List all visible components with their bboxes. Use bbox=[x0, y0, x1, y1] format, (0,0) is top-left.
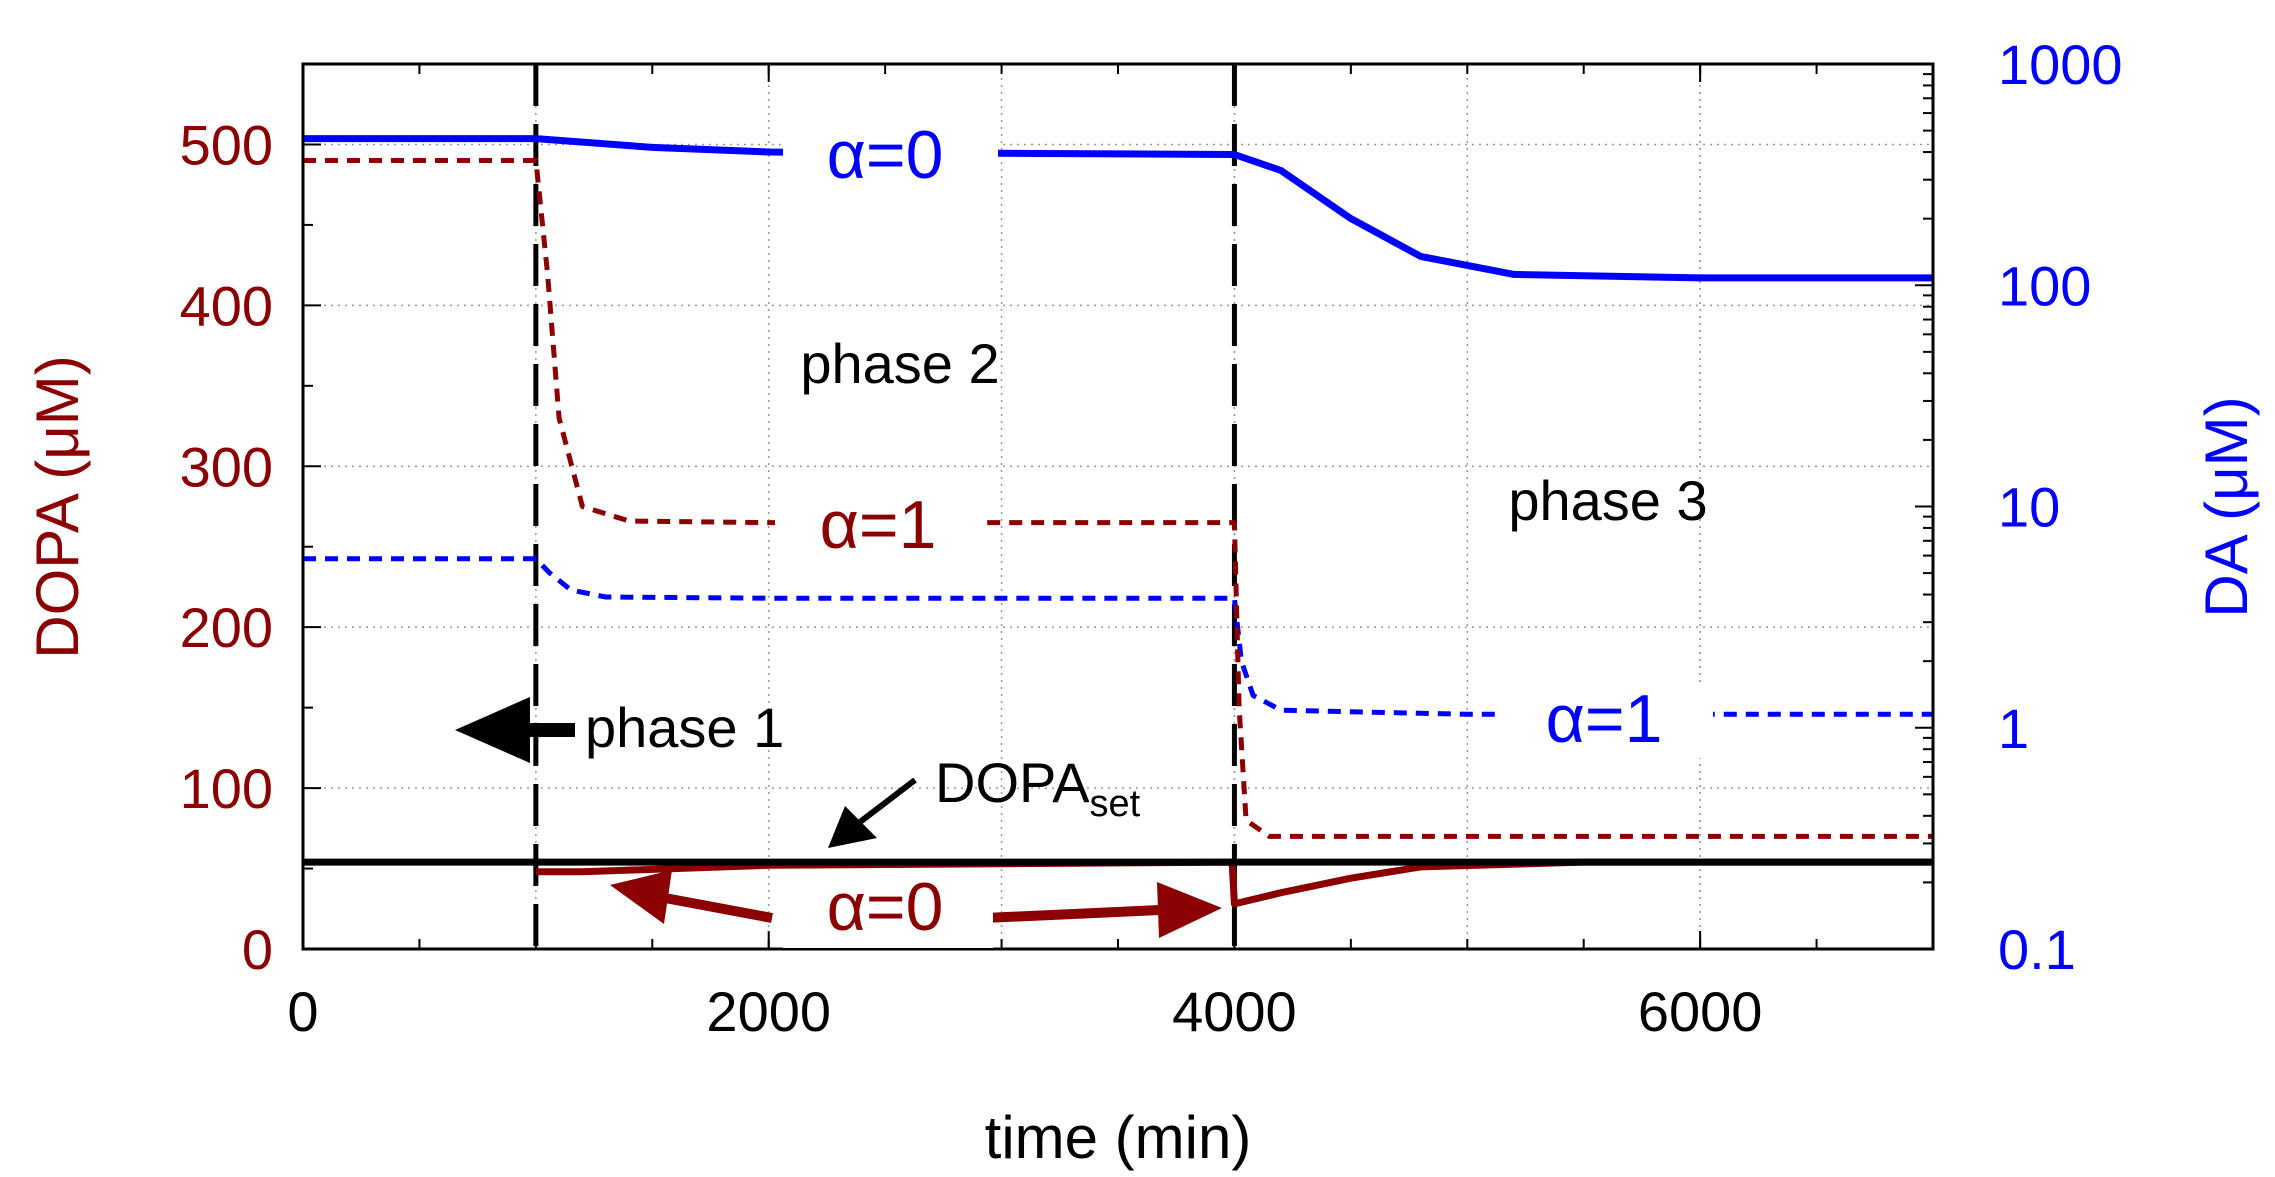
phase3-label: phase 3 bbox=[1508, 469, 1707, 532]
dopaset-label-subscript: set bbox=[1090, 783, 1141, 825]
y-right-tick-label: 0.1 bbox=[1998, 918, 2076, 981]
alpha1-red-label-bg bbox=[775, 490, 985, 565]
alpha0-right-arrow-head bbox=[1157, 882, 1222, 938]
y-left-tick-label: 200 bbox=[180, 596, 273, 659]
plot-frame bbox=[301, 62, 1935, 951]
y-right-tick-label: 1 bbox=[1998, 697, 2029, 760]
alpha0-blue-label-bg bbox=[783, 120, 998, 195]
da-alpha1-line bbox=[303, 556, 1933, 717]
da-alpha0-line bbox=[303, 135, 1933, 282]
alpha0-red-label: α=0 bbox=[827, 869, 944, 945]
phase1-arrow-head bbox=[455, 697, 530, 763]
y-left-tick-label: 500 bbox=[180, 113, 273, 176]
alpha0-left-arrow-shaft bbox=[664, 893, 773, 923]
dopaset-arrow-shaft bbox=[858, 777, 917, 825]
series-layer bbox=[303, 135, 1933, 908]
plot-background bbox=[303, 64, 1933, 949]
alpha0-red-label-bg bbox=[783, 873, 993, 948]
x-tick-label: 0 bbox=[287, 980, 318, 1043]
x-tick-label: 2000 bbox=[706, 980, 831, 1043]
alpha1-blue-label-bg bbox=[1498, 683, 1713, 758]
phase1-label: phase 1 bbox=[585, 696, 784, 759]
annotation-arrows bbox=[455, 697, 1222, 938]
y-axis-right-label: DA (μM) bbox=[2193, 396, 2260, 617]
dopaset-arrow-head bbox=[828, 806, 877, 848]
x-axis-label: time (min) bbox=[985, 1104, 1252, 1171]
y-left-tick-label: 300 bbox=[180, 435, 273, 498]
phase-boundary-lines bbox=[533, 64, 1237, 949]
y-right-tick-label: 1000 bbox=[1998, 33, 2123, 96]
alpha0-right-arrow-shaft bbox=[984, 905, 1161, 923]
y-left-tick-label: 0 bbox=[242, 918, 273, 981]
y-axis-left-label: DOPA (μM) bbox=[24, 355, 91, 658]
alpha1-blue-label: α=1 bbox=[1546, 681, 1663, 757]
dopaset-label-main: DOPA bbox=[935, 751, 1090, 814]
alpha1-red-label: α=1 bbox=[820, 487, 937, 563]
y-right-tick-label: 100 bbox=[1998, 254, 2091, 317]
y-right-tick-label: 10 bbox=[1998, 476, 2060, 539]
alpha0-left-arrow-head bbox=[610, 870, 672, 924]
y-left-tick-label: 100 bbox=[180, 757, 273, 820]
alpha0-blue-label: α=0 bbox=[827, 117, 944, 193]
y-left-tick-label: 400 bbox=[180, 274, 273, 337]
x-tick-label: 4000 bbox=[1172, 980, 1297, 1043]
x-tick-label: 6000 bbox=[1638, 980, 1763, 1043]
phase2-label: phase 2 bbox=[800, 332, 999, 395]
tick-labels: 0 2000 4000 6000 0 100 200 300 400 500 0.1 1 10 100 10… bbox=[180, 33, 2123, 1043]
dopaset-label: DOPAset bbox=[935, 751, 1141, 825]
